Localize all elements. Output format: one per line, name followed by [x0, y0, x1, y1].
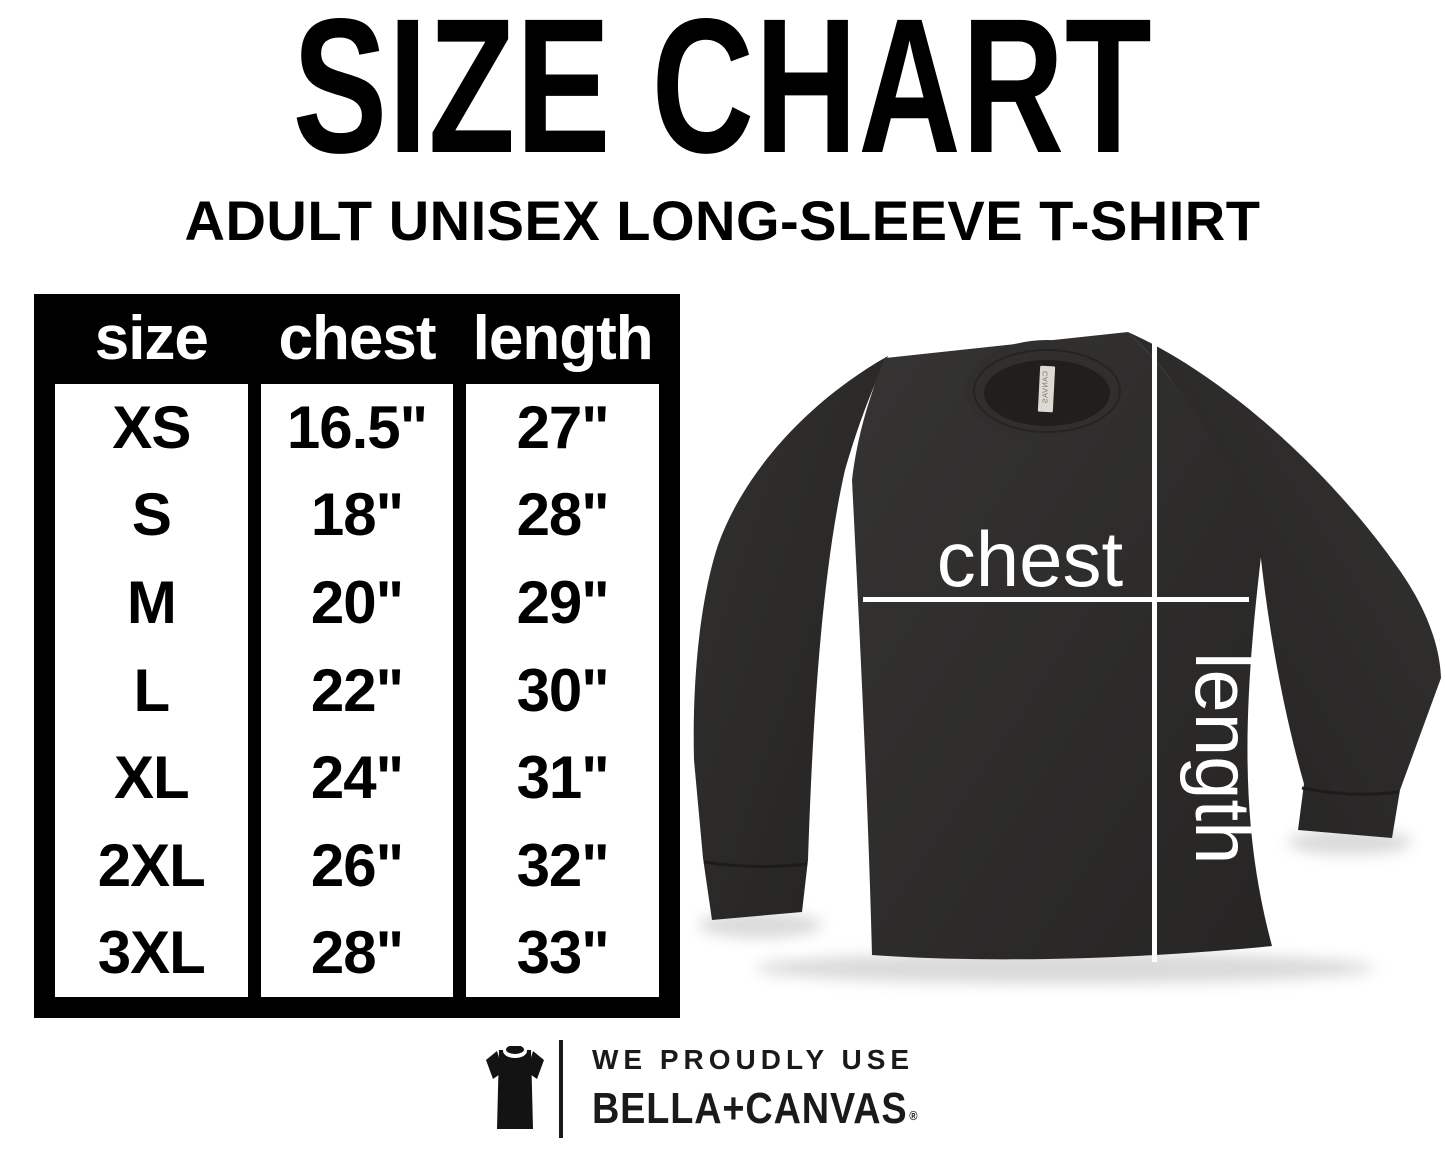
tshirt-photo: CANVAS chest length — [693, 332, 1441, 984]
size-table: size chest length XS S M L XL 2XL 3XL 16… — [34, 294, 680, 1018]
length-measure-line — [1152, 338, 1157, 962]
header-section: SIZE CHART ADULT UNISEX LONG-SLEEVE T-SH… — [0, 0, 1445, 253]
column-header-size: size — [94, 304, 209, 373]
chest-label: chest — [937, 515, 1124, 603]
left-cuff-seam — [703, 860, 808, 869]
length-column: 27" 28" 29" 30" 31" 32" 33" — [466, 384, 659, 997]
length-cell: 33" — [516, 919, 610, 987]
chest-cell: 20" — [310, 568, 404, 636]
size-column: XS S M L XL 2XL 3XL — [55, 384, 248, 997]
shirt-body — [852, 332, 1272, 960]
size-cell: 2XL — [97, 831, 206, 899]
tshirt-icon — [486, 1046, 544, 1129]
length-cell: 31" — [516, 744, 610, 812]
chest-cell: 18" — [310, 481, 404, 549]
brand-name: BELLA+CANVAS — [592, 1084, 908, 1133]
size-cell: 3XL — [97, 919, 206, 987]
brand-logo: BELLA+CANVAS ® — [592, 1087, 917, 1131]
chest-cell: 26" — [310, 831, 404, 899]
chest-cell: 16.5" — [286, 393, 428, 461]
shirt-collar: CANVAS — [965, 340, 1129, 440]
page-subtitle: ADULT UNISEX LONG-SLEEVE T-SHIRT — [184, 188, 1261, 252]
page-title: SIZE CHART — [292, 0, 1153, 193]
length-label: length — [1179, 652, 1267, 865]
column-header-chest: chest — [278, 304, 437, 373]
chest-column: 16.5" 18" 20" 22" 24" 26" 28" — [260, 384, 454, 997]
footer-text-block: WE PROUDLY USE BELLA+CANVAS ® — [592, 1046, 970, 1131]
length-cell: 28" — [516, 481, 610, 549]
footer-tagline: WE PROUDLY USE — [592, 1044, 915, 1075]
length-cell: 27" — [516, 393, 610, 461]
footer-brand-bar: WE PROUDLY USE BELLA+CANVAS ® — [0, 1038, 1445, 1148]
size-cell: S — [131, 481, 172, 549]
chest-cell: 22" — [310, 656, 404, 724]
length-cell: 29" — [516, 568, 610, 636]
column-header-length: length — [472, 304, 654, 373]
footer-divider — [559, 1040, 563, 1138]
size-cell: M — [126, 568, 177, 636]
length-cell: 30" — [516, 656, 610, 724]
neck-tag — [1037, 365, 1056, 413]
size-cell: L — [133, 656, 171, 724]
chest-cell: 28" — [310, 919, 404, 987]
chest-measure-line — [863, 597, 1249, 602]
right-cuff-seam — [1301, 786, 1400, 796]
chest-cell: 24" — [310, 744, 404, 812]
shirt-left-sleeve — [693, 356, 888, 920]
size-cell: XL — [113, 744, 190, 812]
neck-tag-text: CANVAS — [1041, 371, 1050, 404]
shirt-right-sleeve — [1128, 332, 1441, 838]
size-table-header-row: size chest length — [55, 294, 659, 384]
size-cell: XS — [112, 393, 191, 461]
registered-mark: ® — [909, 1108, 918, 1123]
length-cell: 32" — [516, 831, 610, 899]
size-table-body: XS S M L XL 2XL 3XL 16.5" 18" 20" 22" 24… — [55, 384, 659, 997]
